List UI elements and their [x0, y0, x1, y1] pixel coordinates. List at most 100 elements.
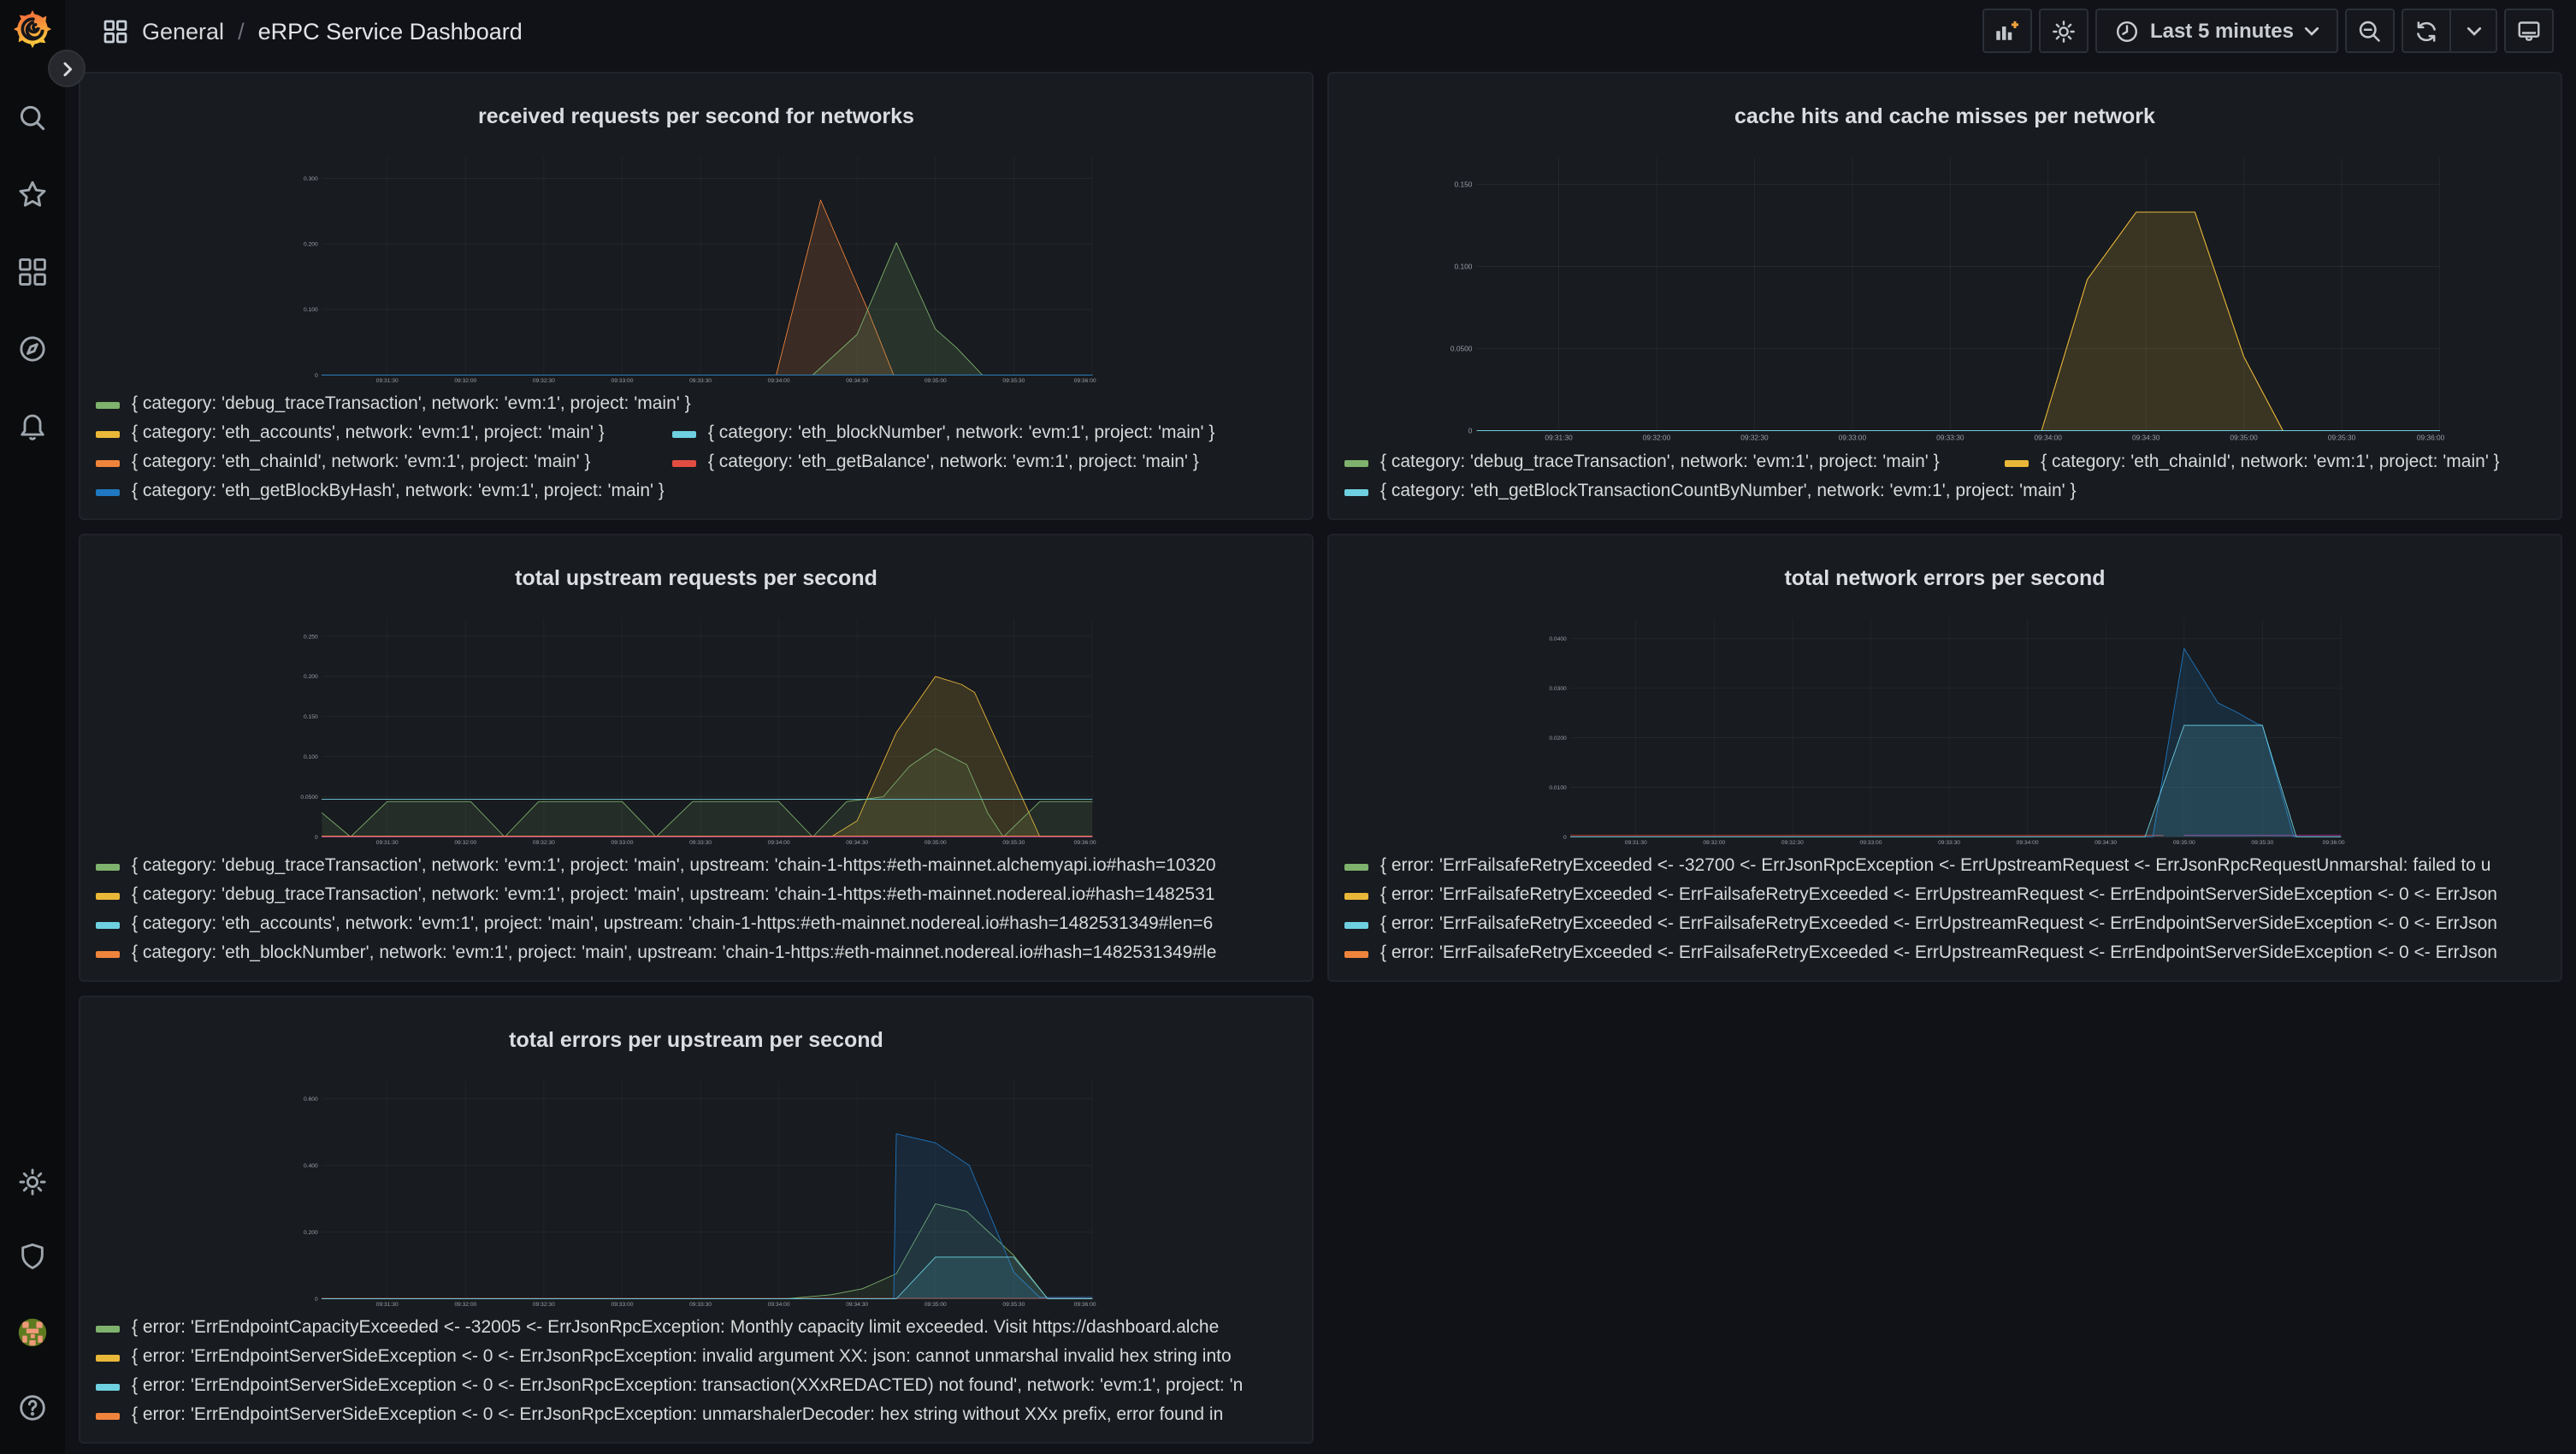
time-range-picker[interactable]: Last 5 minutes [2094, 9, 2338, 53]
y-axis-tick-label: 0.0400 [1549, 635, 1567, 641]
kiosk-mode-button[interactable] [2504, 9, 2554, 53]
x-axis-tick-label: 09:36:00 [1074, 840, 1096, 846]
legend-item[interactable]: { category: 'debug_traceTransaction', ne… [96, 390, 691, 419]
panel-title[interactable]: total network errors per second [1784, 566, 2106, 591]
zoom-out-icon [2359, 20, 2380, 41]
timeseries-chart[interactable]: 0.0400 0.0300 0.0200 0.0100 0 09:31:30 09:32:0… [1344, 614, 2545, 848]
top-navigation: General / eRPC Service Dashboard Last 5 … [65, 0, 2576, 62]
chevron-down-icon [2304, 26, 2319, 35]
x-axis-tick-label: 09:33:00 [612, 378, 634, 384]
timeseries-chart[interactable]: 0.150 0.100 0.0500 0 09:31:30 09:32:00 09:32:3… [1344, 152, 2545, 444]
dashboard-grid: received requests per second for network… [65, 62, 2576, 1454]
x-axis-tick-label: 09:34:30 [846, 1302, 868, 1308]
chart-legend: { error: 'ErrFailsafeRetryExceeded <- -3… [1344, 852, 2545, 968]
x-axis-tick-label: 09:35:00 [925, 1302, 947, 1308]
nav-controls: Last 5 minutes [1982, 9, 2576, 53]
series-line [321, 198, 1093, 375]
refresh-button[interactable] [2402, 9, 2449, 53]
legend-series-swatch [96, 430, 120, 437]
legend-item[interactable]: { category: 'eth_blockNumber', network: … [96, 939, 1216, 968]
legend-item[interactable]: { category: 'debug_traceTransaction', ne… [1344, 448, 2005, 477]
panel-title[interactable]: received requests per second for network… [478, 104, 914, 129]
legend-item[interactable]: { error: 'ErrFailsafeRetryExceeded <- Er… [1344, 910, 2497, 939]
legend-item[interactable]: { category: 'eth_blockNumber', network: … [671, 419, 1214, 448]
legend-item[interactable]: { error: 'ErrEndpointServerSideException… [96, 1372, 1243, 1401]
legend-item[interactable]: { category: 'eth_getBalance', network: '… [671, 448, 1199, 477]
legend-row: { error: 'ErrFailsafeRetryExceeded <- -3… [1344, 852, 2545, 881]
series-line [321, 241, 1093, 375]
legend-row: { category: 'debug_traceTransaction', ne… [96, 390, 1297, 419]
refresh-interval-dropdown[interactable] [2449, 9, 2497, 53]
legend-item[interactable]: { category: 'eth_accounts', network: 'ev… [96, 910, 1213, 939]
legend-item[interactable]: { error: 'ErrEndpointServerSideException… [96, 1401, 1223, 1430]
explore-compass-icon[interactable] [17, 334, 48, 364]
legend-series-label: { category: 'eth_chainId', network: 'evm… [2041, 452, 2500, 472]
legend-item[interactable]: { category: 'debug_traceTransaction', ne… [96, 852, 1216, 881]
star-icon[interactable] [17, 180, 48, 210]
panel-title[interactable]: cache hits and cache misses per network [1734, 104, 2155, 129]
legend-series-swatch [671, 430, 696, 437]
dashboard-settings-button[interactable] [2038, 9, 2089, 53]
panel-errors-per-upstream: total errors per upstream per second 0.6… [79, 996, 1314, 1444]
legend-row: { category: 'eth_accounts', network: 'ev… [96, 419, 1297, 448]
legend-series-swatch [2005, 459, 2029, 466]
legend-row: { category: 'debug_traceTransaction', ne… [1344, 448, 2545, 477]
legend-series-swatch [671, 459, 696, 466]
x-axis-tick-label: 09:33:30 [689, 378, 712, 384]
y-axis-tick-label: 0.100 [1455, 262, 1473, 270]
x-axis-tick-label: 09:32:30 [1740, 433, 1769, 441]
x-axis-tick-label: 09:34:30 [2094, 840, 2117, 846]
x-axis-tick-label: 09:33:30 [1936, 433, 1964, 441]
y-axis-tick-label: 0.300 [304, 175, 318, 181]
legend-item[interactable]: { error: 'ErrFailsafeRetryExceeded <- -3… [1344, 852, 2490, 881]
legend-item[interactable]: { category: 'eth_accounts', network: 'ev… [96, 419, 672, 448]
timeseries-chart[interactable]: 0.300 0.200 0.100 0 09:31:30 09:32:00 09:32:30… [96, 152, 1297, 386]
panel-title[interactable]: total errors per upstream per second [509, 1028, 883, 1053]
series-line [321, 1132, 1093, 1299]
legend-series-label: { category: 'eth_getBlockByHash', networ… [132, 481, 665, 501]
legend-series-label: { error: 'ErrFailsafeRetryExceeded <- Er… [1380, 913, 2497, 934]
legend-series-label: { category: 'debug_traceTransaction', ne… [132, 884, 1215, 905]
search-icon[interactable] [17, 103, 48, 133]
legend-item[interactable]: { error: 'ErrEndpointServerSideException… [96, 1343, 1232, 1372]
dashboards-icon[interactable] [17, 257, 48, 287]
x-axis-tick-label: 09:33:00 [1860, 840, 1882, 846]
legend-item[interactable]: { category: 'debug_traceTransaction', ne… [96, 881, 1214, 910]
legend-row: { category: 'eth_getBlockByHash', networ… [96, 477, 1297, 506]
x-axis-tick-label: 09:36:00 [2417, 433, 2445, 441]
legend-series-swatch [96, 401, 120, 408]
legend-series-swatch [1344, 459, 1368, 466]
legend-item[interactable]: { category: 'eth_getBlockByHash', networ… [96, 477, 665, 506]
legend-item[interactable]: { category: 'eth_chainId', network: 'evm… [2005, 448, 2500, 477]
breadcrumb-section[interactable]: General [142, 18, 225, 44]
add-panel-button[interactable] [1982, 9, 2032, 53]
help-icon[interactable] [17, 1392, 48, 1423]
page-title[interactable]: eRPC Service Dashboard [257, 18, 523, 44]
x-axis-tick-label: 09:34:00 [768, 378, 790, 384]
legend-item[interactable]: { error: 'ErrEndpointCapacityExceeded <-… [96, 1314, 1219, 1343]
legend-series-swatch [96, 950, 120, 957]
legend-item[interactable]: { error: 'ErrFailsafeRetryExceeded <- Er… [1344, 881, 2497, 910]
legend-item[interactable]: { category: 'eth_chainId', network: 'evm… [96, 448, 672, 477]
y-axis-tick-label: 0 [315, 372, 318, 378]
legend-item[interactable]: { error: 'ErrFailsafeRetryExceeded <- Er… [1344, 939, 2497, 968]
legend-item[interactable]: { category: 'eth_getBlockTransactionCoun… [1344, 477, 2077, 506]
admin-shield-icon[interactable] [17, 1242, 48, 1273]
zoom-out-button[interactable] [2345, 9, 2395, 53]
timeseries-chart[interactable]: 0.600 0.400 0.200 0 09:31:30 09:32:00 09:32:30… [96, 1076, 1297, 1309]
alerting-bell-icon[interactable] [17, 411, 48, 441]
grafana-logo-icon[interactable] [10, 7, 55, 51]
legend-series-label: { category: 'eth_accounts', network: 'ev… [132, 913, 1214, 934]
time-range-label: Last 5 minutes [2149, 19, 2294, 43]
settings-gear-icon[interactable] [17, 1167, 48, 1197]
sidebar [0, 0, 65, 1454]
y-axis-tick-label: 0.0500 [300, 794, 318, 800]
expand-sidebar-button[interactable] [48, 50, 86, 87]
panel-title[interactable]: total upstream requests per second [515, 566, 877, 591]
breadcrumb: General / eRPC Service Dashboard [65, 18, 523, 44]
user-avatar[interactable] [17, 1317, 48, 1348]
y-axis-tick-label: 0 [1563, 834, 1567, 840]
legend-row: { category: 'eth_accounts', network: 'ev… [96, 910, 1297, 939]
y-axis-tick-label: 0.200 [304, 1229, 318, 1235]
timeseries-chart[interactable]: 0.250 0.200 0.150 0.100 0.0500 0 09:31:30 09:32… [96, 614, 1297, 848]
